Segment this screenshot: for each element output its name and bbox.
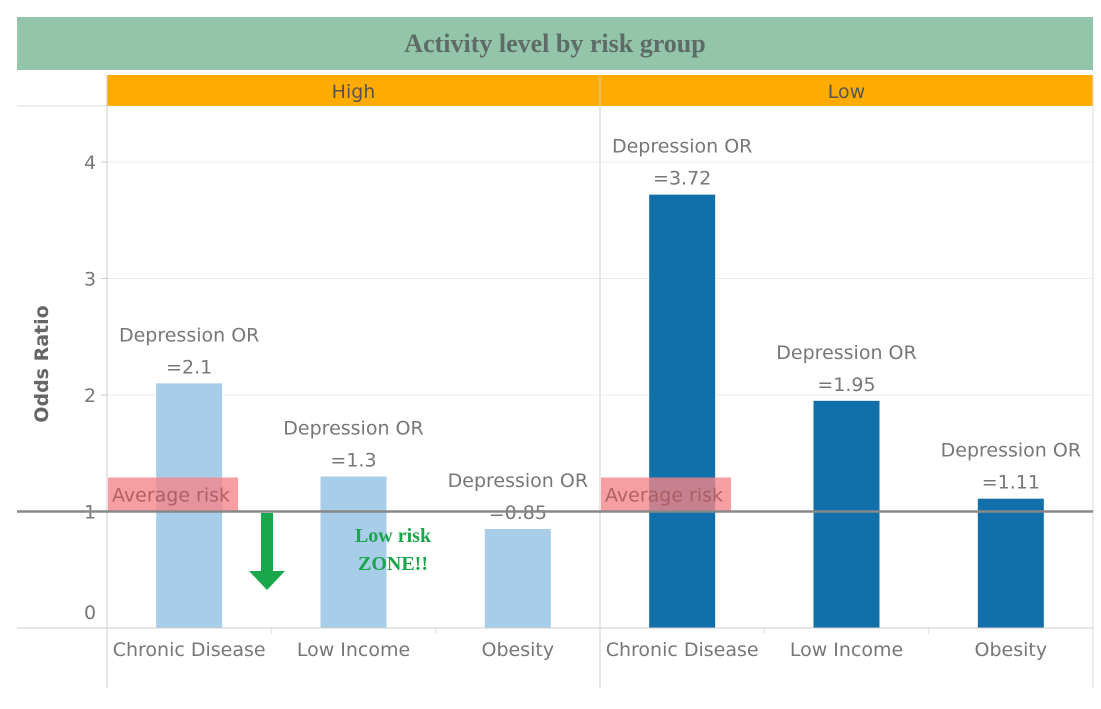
y-axis-label: Odds Ratio [31,305,53,422]
data-label: Depression OR [776,342,916,364]
x-tick-label: Low Income [297,639,410,661]
data-label: Depression OR [283,418,423,440]
reference-label-box [108,477,238,511]
bar [813,400,880,628]
data-label: =1.11 [982,472,1040,494]
chart-title-bar: Activity level by risk group [17,17,1093,70]
panel-header [600,75,1093,106]
y-tick-label: 4 [84,152,96,174]
data-label: Depression OR [448,470,588,492]
annotation-text: Low risk [355,525,432,547]
y-tick-label: 2 [84,385,96,407]
data-label: =2.1 [166,356,212,378]
x-tick-label: Obesity [975,639,1048,661]
data-label: =3.72 [653,168,711,190]
data-label: =0.85 [489,502,547,524]
annotation-text: ZONE!! [358,553,428,575]
bar [320,476,387,628]
x-tick-label: Obesity [482,639,555,661]
down-arrow-icon [249,571,285,590]
x-tick-label: Low Income [790,639,903,661]
reference-label: Average risk [605,485,723,507]
x-tick-label: Chronic Disease [113,639,266,661]
data-label: =1.95 [817,374,875,396]
panel-header-label: Low [828,81,865,103]
reference-label-box [601,477,731,511]
data-label: =1.3 [330,450,376,472]
chart-title: Activity level by risk group [404,28,706,58]
y-tick-label: 3 [84,269,96,291]
y-tick-label: 0 [84,602,96,624]
data-label: Depression OR [119,324,259,346]
data-label: Depression OR [941,440,1081,462]
panel-header [107,75,600,106]
panel-header-label: High [332,81,376,103]
x-tick-label: Chronic Disease [606,639,759,661]
down-arrow-shaft [261,513,273,571]
bar [484,528,551,628]
data-label: Depression OR [612,136,752,158]
bar [977,498,1044,628]
bar [649,194,716,628]
reference-label: Average risk [112,485,230,507]
